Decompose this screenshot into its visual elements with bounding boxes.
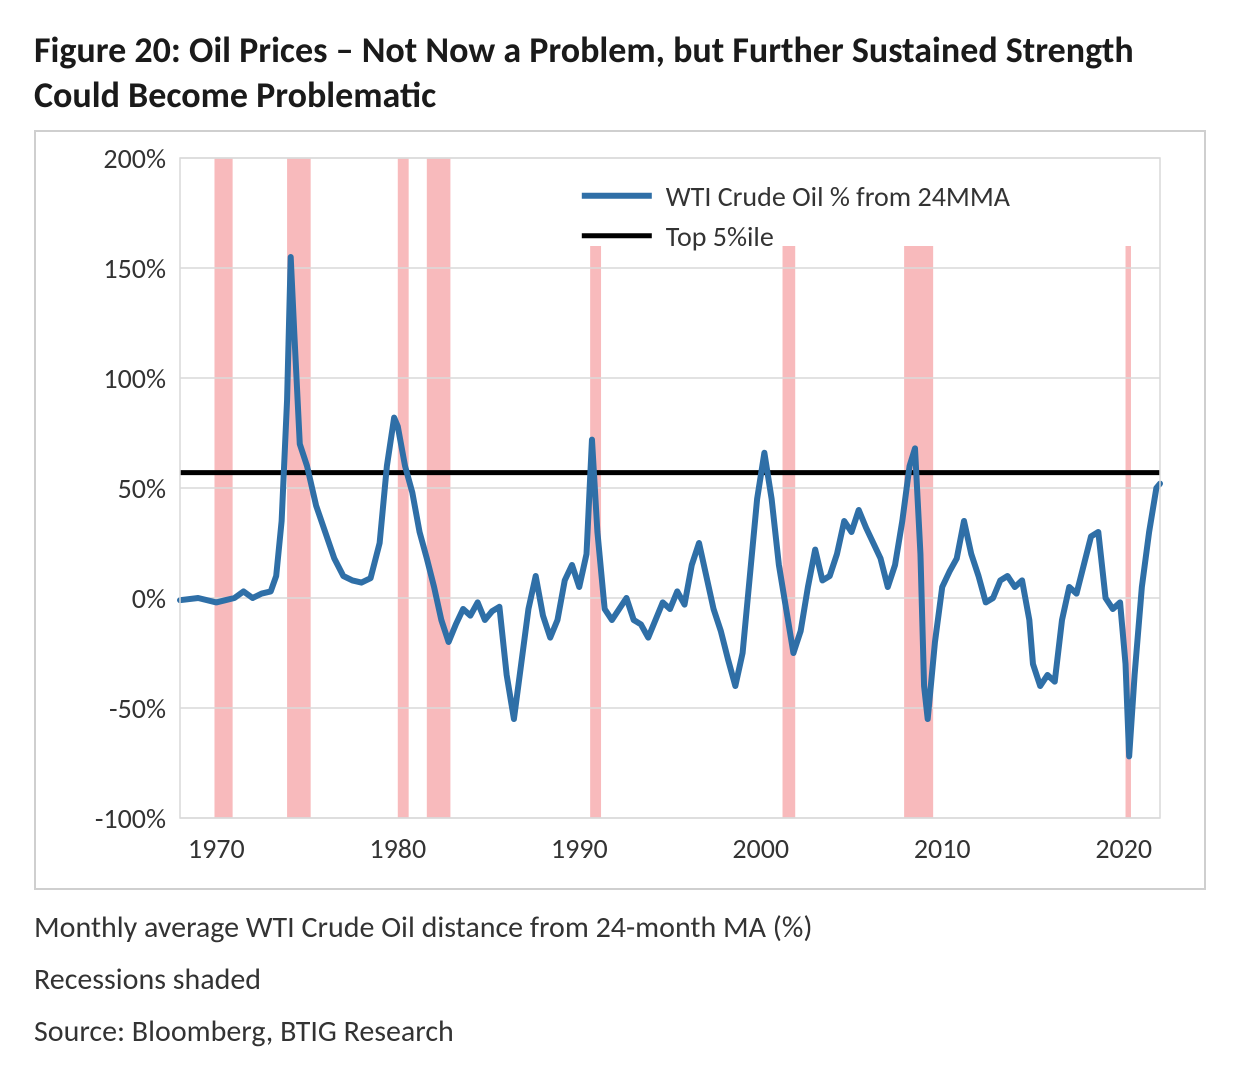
footnote-source: Source: Bloomberg, BTIG Research	[34, 1008, 1206, 1056]
x-axis-tick-label: 1990	[551, 831, 608, 866]
x-axis-tick-label: 2020	[1095, 831, 1152, 866]
x-axis-tick-label: 1980	[369, 831, 426, 866]
y-axis-tick-label: -100%	[95, 801, 166, 836]
y-axis-tick-label: 50%	[118, 471, 166, 506]
figure-container: Figure 20: Oil Prices – Not Now a Proble…	[0, 0, 1240, 1084]
x-axis-tick-label: 1970	[188, 831, 245, 866]
y-axis-tick-label: 200%	[103, 148, 166, 176]
figure-title: Figure 20: Oil Prices – Not Now a Proble…	[34, 28, 1206, 118]
recession-band	[783, 246, 796, 818]
footnote-desc: Monthly average WTI Crude Oil distance f…	[34, 904, 1206, 952]
footnotes: Monthly average WTI Crude Oil distance f…	[34, 904, 1206, 1056]
y-axis-tick-label: 100%	[103, 361, 166, 396]
chart-frame: -100% -50% 0% 50% 100% 150% 200% 1970 1980 1990 20…	[34, 130, 1206, 890]
y-axis-tick-label: -50%	[109, 691, 166, 726]
oil-price-chart: -100% -50% 0% 50% 100% 150% 200% 1970 1980 1990 20…	[50, 148, 1186, 876]
legend-threshold-label: Top 5%ile	[666, 219, 774, 254]
x-axis-tick-label: 2010	[914, 831, 971, 866]
y-axis-tick-label: 150%	[103, 251, 166, 286]
legend-series-label: WTI Crude Oil % from 24MMA	[666, 179, 1011, 214]
x-axis-tick-label: 2000	[732, 831, 789, 866]
y-axis-tick-label: 0%	[132, 581, 166, 616]
footnote-shade: Recessions shaded	[34, 956, 1206, 1004]
